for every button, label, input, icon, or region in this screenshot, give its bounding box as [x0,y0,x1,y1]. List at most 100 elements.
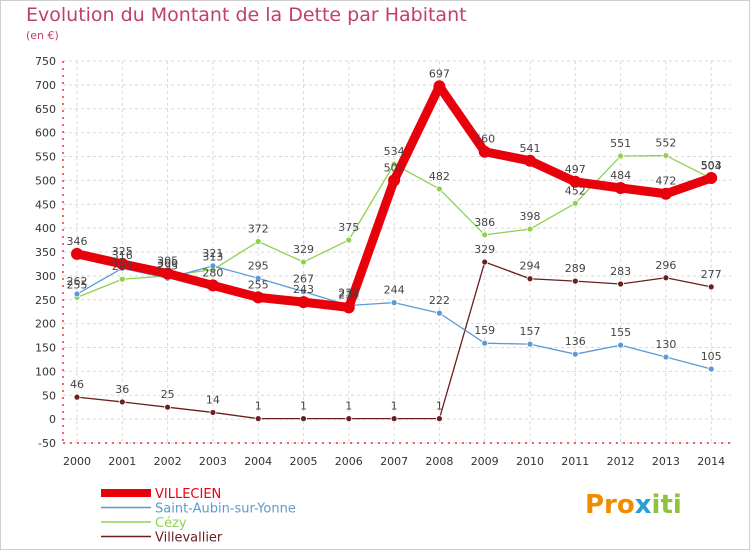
data-point [617,341,624,349]
data-point [390,299,398,307]
data-label: 283 [610,265,631,278]
data-label: 504 [701,159,722,172]
data-label: 238 [338,286,359,299]
data-point [435,309,443,317]
data-point [571,350,579,358]
data-label: 300 [157,257,178,270]
data-label: 329 [474,243,495,256]
data-label: 243 [293,283,314,296]
x-tick-label: 2007 [380,455,408,468]
data-point [617,152,624,160]
data-label: 105 [701,350,722,363]
data-point [571,277,579,285]
data-label: 130 [655,338,676,351]
data-label: 1 [300,400,307,413]
data-label: 222 [429,294,450,307]
data-label: 255 [67,278,88,291]
data-label: 551 [610,137,631,150]
chart-title: Evolution du Montant de la Dette par Hab… [26,4,467,26]
x-tick-label: 2005 [290,455,318,468]
data-label: 697 [429,67,450,80]
y-tick-label: 600 [35,127,56,140]
data-point [433,80,446,93]
data-point [118,275,126,283]
x-tick-label: 2009 [471,455,499,468]
data-label: 452 [565,184,586,197]
data-point [161,267,174,280]
data-point [209,262,217,270]
data-label: 157 [520,325,541,338]
data-label: 1 [255,400,262,413]
data-point [164,403,172,411]
data-label: 280 [202,266,223,279]
data-label: 14 [206,393,220,406]
data-label: 244 [384,284,405,297]
data-point [254,274,262,282]
data-label: 534 [384,145,405,158]
chart-subtitle: (en €) [26,29,59,42]
data-label: 159 [474,324,495,337]
data-point [526,275,534,283]
y-tick-label: 750 [35,55,56,68]
data-label: 255 [248,278,269,291]
data-label: 503 [701,159,722,172]
data-point [614,182,627,195]
x-tick-label: 2004 [244,455,272,468]
data-point [662,152,670,159]
x-tick-label: 2014 [697,455,725,468]
data-label: 552 [655,137,676,150]
data-point [390,415,398,423]
logo-part-1: Pro [585,490,635,520]
data-label: 293 [112,260,133,273]
x-tick-label: 2010 [516,455,544,468]
data-label: 398 [520,210,541,223]
data-point [707,365,715,373]
legend-label: VILLECIEN [155,487,221,502]
data-point [297,296,310,309]
data-point [481,339,489,347]
data-point [252,291,265,304]
data-point [435,415,443,423]
data-label: 321 [202,247,223,260]
data-point [478,145,491,158]
data-label: 501 [384,161,405,174]
data-point [659,187,672,200]
data-point [526,225,534,233]
data-label: 329 [293,243,314,256]
data-label: 313 [202,251,223,264]
data-point [73,393,81,401]
data-label: 346 [67,235,88,248]
data-labels: 346 325 305 280 255 243 234 501 697 560 541 497 484 4… [67,67,722,412]
data-point [345,236,353,244]
data-label: 316 [112,249,133,262]
data-point [116,257,129,270]
proxiti-logo: Proxiti [585,490,682,520]
data-point [707,283,715,291]
data-point [569,175,582,188]
y-tick-label: 650 [35,103,56,116]
y-tick-label: 500 [35,174,56,187]
y-tick-label: 450 [35,198,56,211]
data-label: 136 [565,335,586,348]
series-lines [71,80,718,423]
data-point [481,258,489,266]
x-tick-label: 2013 [652,455,680,468]
data-label: 36 [115,383,129,396]
series-line-1 [76,265,712,370]
data-label: 305 [157,254,178,267]
data-point [300,415,307,423]
x-tick-label: 2011 [561,455,589,468]
legend-label: Villevallier [155,531,223,546]
data-point [662,353,670,361]
x-tick-label: 2006 [335,455,363,468]
data-point [254,415,262,423]
data-point [209,409,217,416]
data-label: 484 [610,169,631,182]
data-label: 372 [248,222,269,235]
data-point [254,238,262,245]
grid [63,60,731,444]
y-tick-label: 150 [35,342,56,355]
y-tick-label: 300 [35,270,56,283]
data-label: 560 [474,133,495,146]
data-point [206,279,219,292]
